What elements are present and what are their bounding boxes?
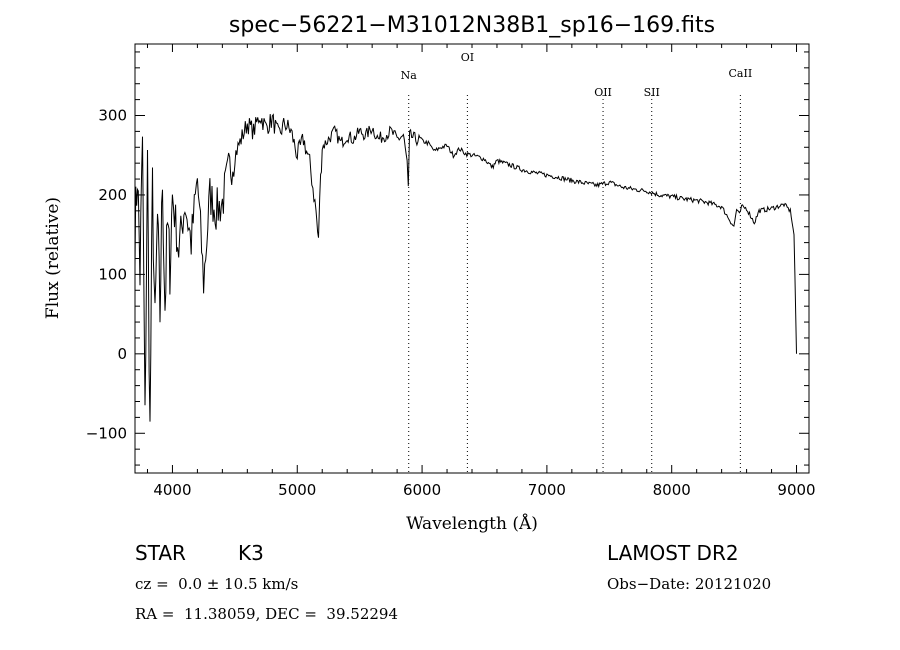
x-tick-label-0: 4000 [153,481,191,499]
survey-label: LAMOST DR2 [607,541,739,565]
object-class-label: STAR [135,541,186,565]
y-tick-label-2: 100 [98,265,127,283]
redshift-label: cz = 0.0 ± 10.5 km/s [135,575,299,593]
x-tick-label-3: 7000 [528,481,566,499]
subclass-label: K3 [238,541,264,565]
spectrum-line [134,113,797,422]
line-marker-label-1: OI [461,51,474,64]
x-tick-label-4: 8000 [653,481,691,499]
line-marker-label-4: CaII [729,67,753,80]
plot-frame [134,43,810,474]
x-tick-label-5: 9000 [777,481,815,499]
line-marker-label-0: Na [401,69,418,82]
coordinates-label: RA = 11.38059, DEC = 39.52294 [135,605,399,623]
y-tick-label-4: 300 [98,107,127,125]
x-tick-label-2: 6000 [403,481,441,499]
x-tick-label-1: 5000 [278,481,316,499]
chart-title: spec−56221−M31012N38B1_sp16−169.fits [229,13,715,38]
line-marker-label-2: OII [594,86,612,99]
line-marker-label-3: SII [644,86,660,99]
x-axis-label: Wavelength (Å) [406,513,538,534]
obs-date-label: Obs−Date: 20121020 [607,575,772,593]
y-tick-label-3: 200 [98,186,127,204]
y-tick-label-0: −100 [86,424,127,442]
y-tick-label-1: 0 [117,345,127,363]
y-axis-label: Flux (relative) [43,197,63,319]
